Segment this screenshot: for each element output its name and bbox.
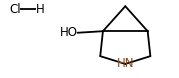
Text: HN: HN bbox=[117, 57, 134, 70]
Text: HO: HO bbox=[60, 26, 78, 39]
Text: H: H bbox=[36, 3, 45, 16]
Text: Cl: Cl bbox=[9, 3, 21, 16]
